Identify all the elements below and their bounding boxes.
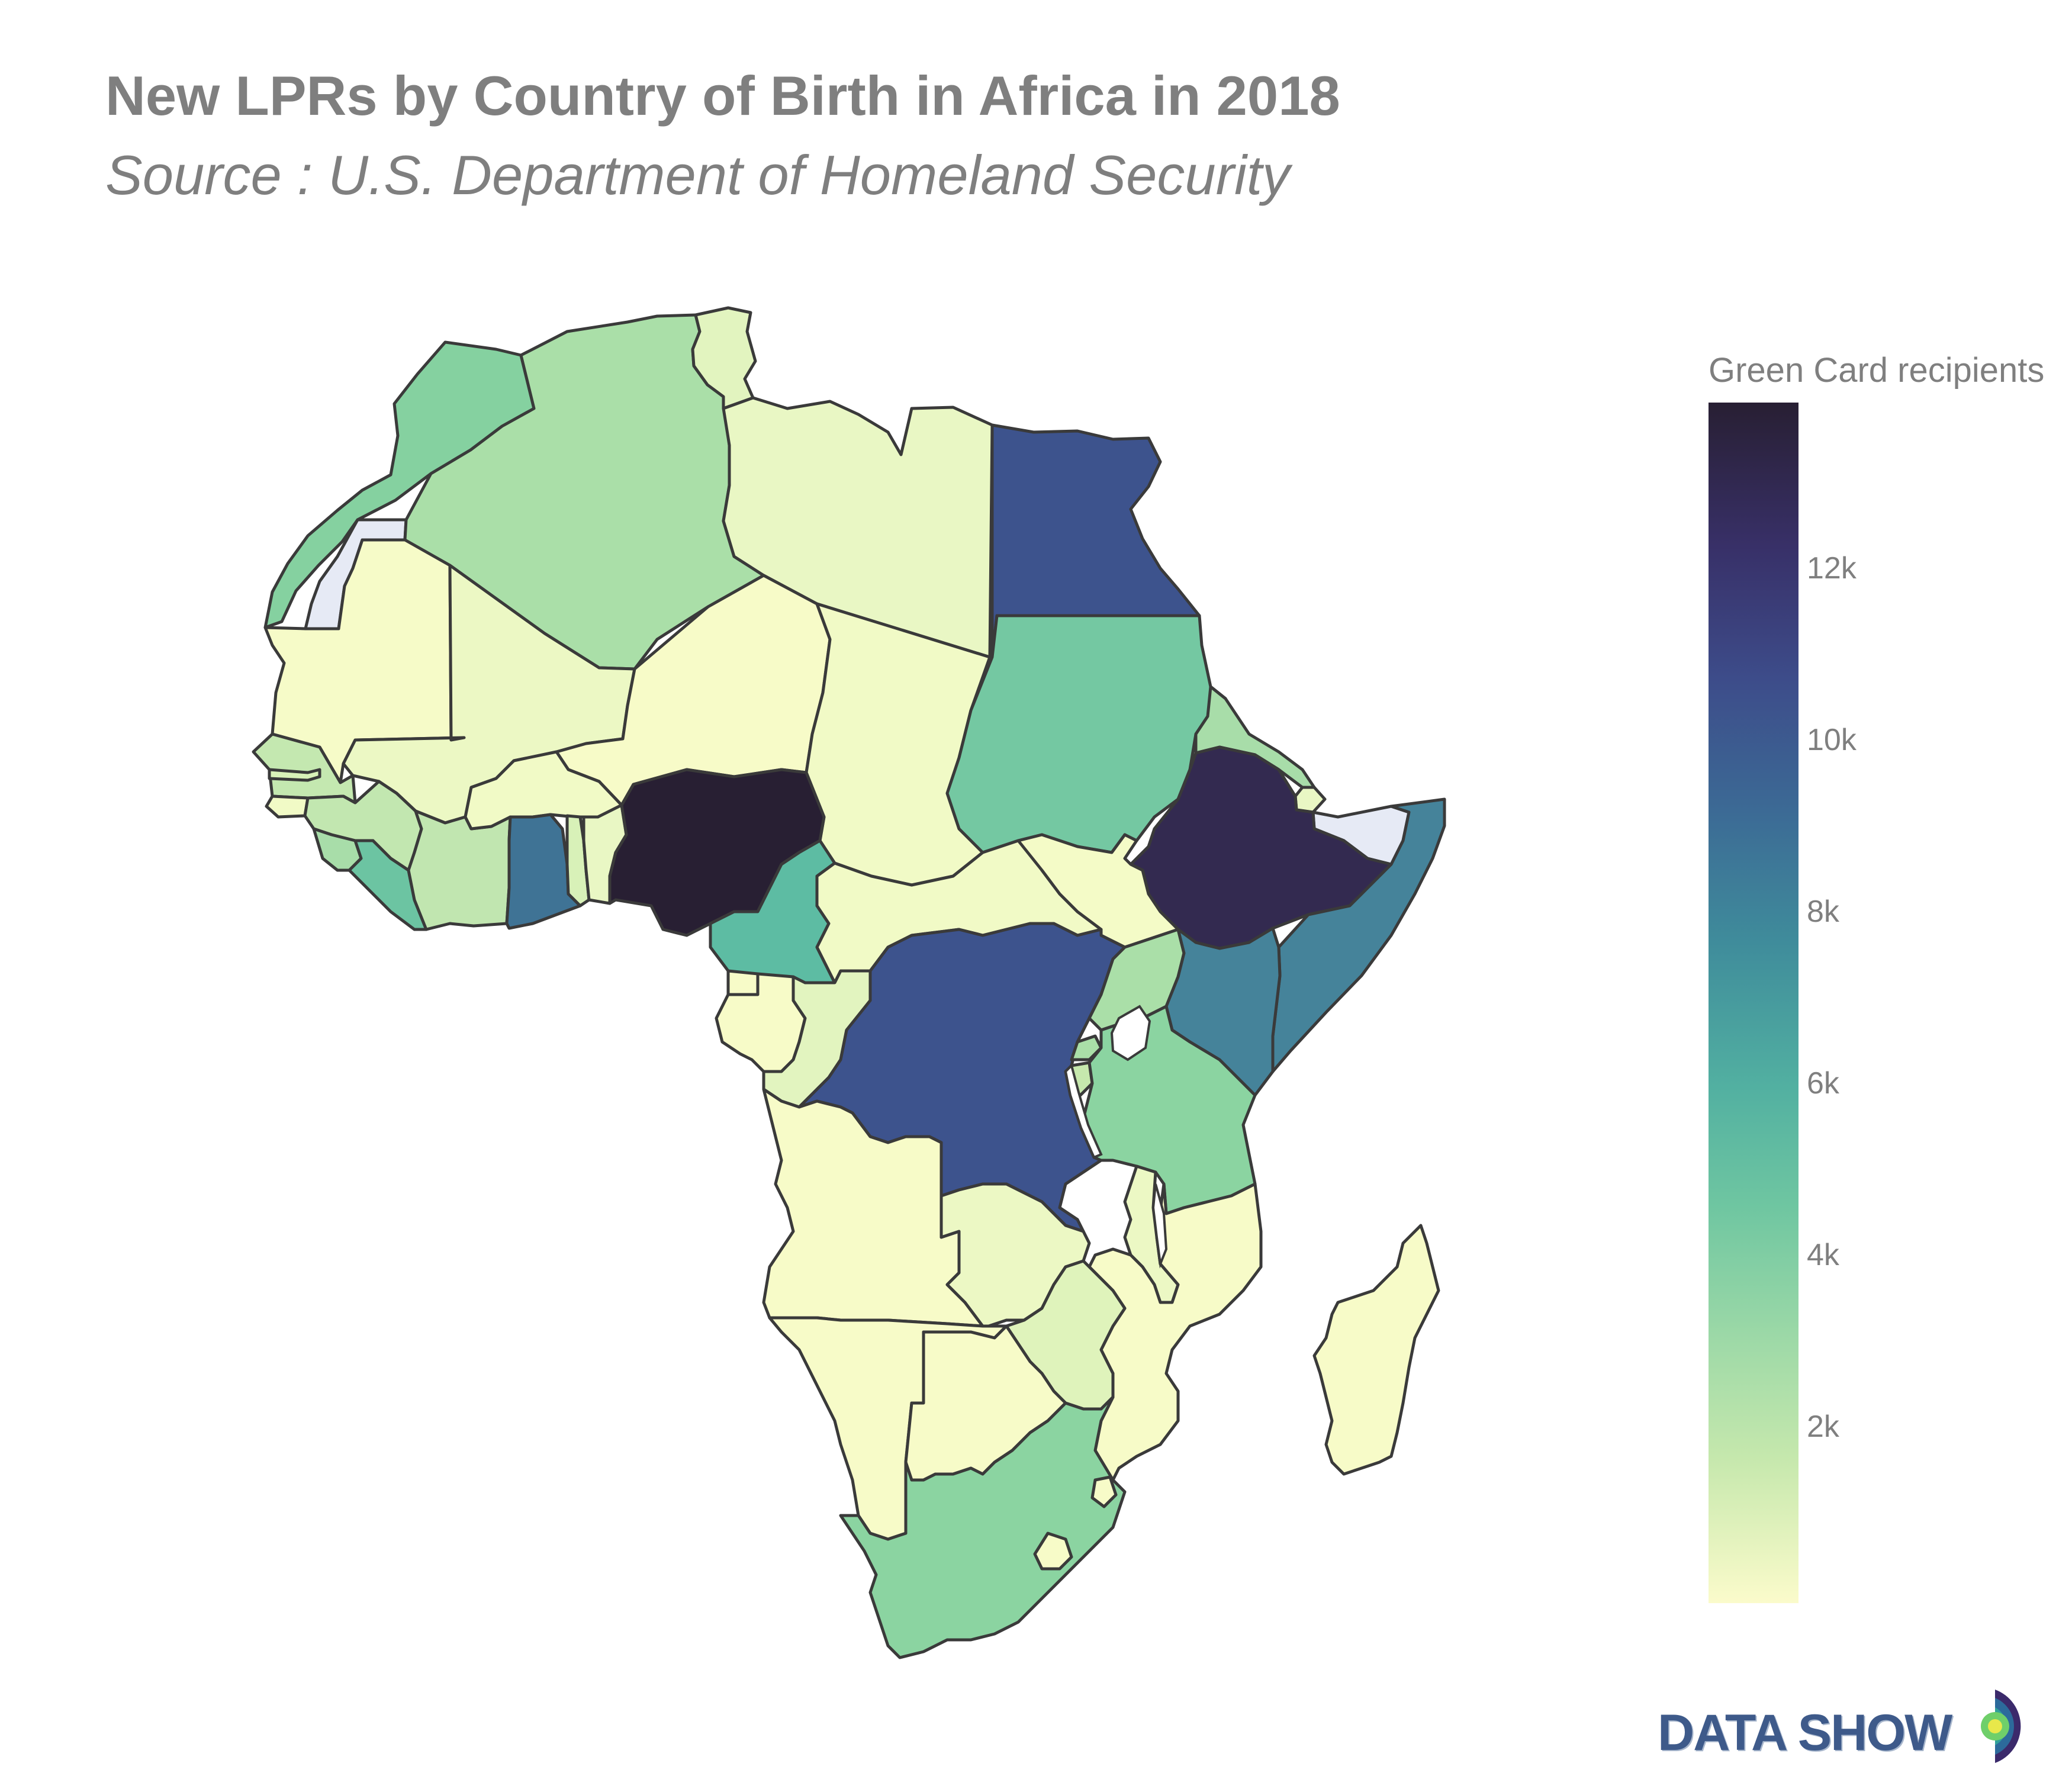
country-region-guinea-bissau[interactable] xyxy=(265,794,310,819)
country-region-kenya[interactable] xyxy=(1164,926,1282,1097)
lake-victoria xyxy=(1110,1005,1151,1061)
colorbar-tick-mark xyxy=(1804,1087,1815,1089)
country-region-lesotho[interactable] xyxy=(1033,1532,1073,1571)
chart-subtitle: Source : U.S. Department of Homeland Sec… xyxy=(105,144,1290,206)
country-region-eswatini[interactable] xyxy=(1090,1475,1118,1508)
colorbar-tick-label: 12k xyxy=(1807,551,1857,585)
colorbar-tick-label: 4k xyxy=(1807,1238,1839,1272)
brand-wordmark: DATA SHOW xyxy=(1658,1704,1952,1761)
lake-malawi xyxy=(1151,1183,1168,1269)
country-region-south-sudan[interactable] xyxy=(1016,833,1180,949)
colorbar-tick-label: 6k xyxy=(1807,1066,1839,1101)
colorbar-tick-label: 2k xyxy=(1807,1410,1839,1444)
colorbar-tick-mark xyxy=(1804,1430,1815,1432)
country-region-gambia[interactable] xyxy=(268,768,321,782)
colorbar-tick-mark xyxy=(1804,572,1815,574)
colorbar-tick-label: 10k xyxy=(1807,723,1857,757)
colorbar xyxy=(1709,403,1798,1603)
country-region-madagascar[interactable] xyxy=(1312,1224,1440,1476)
country-region-south-africa[interactable] xyxy=(839,1395,1127,1659)
country-region-ghana[interactable] xyxy=(505,813,582,930)
country-region-djibouti[interactable] xyxy=(1294,786,1327,814)
datashow-logo-icon xyxy=(1981,1690,2021,1763)
country-region-liberia[interactable] xyxy=(348,839,428,931)
country-region-mozambique[interactable] xyxy=(1088,1182,1263,1482)
colorbar-tick-mark xyxy=(1804,915,1815,917)
chart-title: New LPRs by Country of Birth in Africa i… xyxy=(105,65,1340,127)
colorbar-tick-mark xyxy=(1804,1259,1815,1260)
lake-tanganyika xyxy=(1064,1063,1103,1159)
colorbar-title: Green Card recipients xyxy=(1709,351,2045,390)
country-region-equatorial-guinea[interactable] xyxy=(726,969,760,996)
country-region-cote-d-ivoire[interactable] xyxy=(407,809,512,931)
colorbar-tick-mark xyxy=(1804,744,1815,745)
colorbar-tick-label: 8k xyxy=(1807,895,1839,929)
country-region-eritrea[interactable] xyxy=(1194,685,1316,789)
